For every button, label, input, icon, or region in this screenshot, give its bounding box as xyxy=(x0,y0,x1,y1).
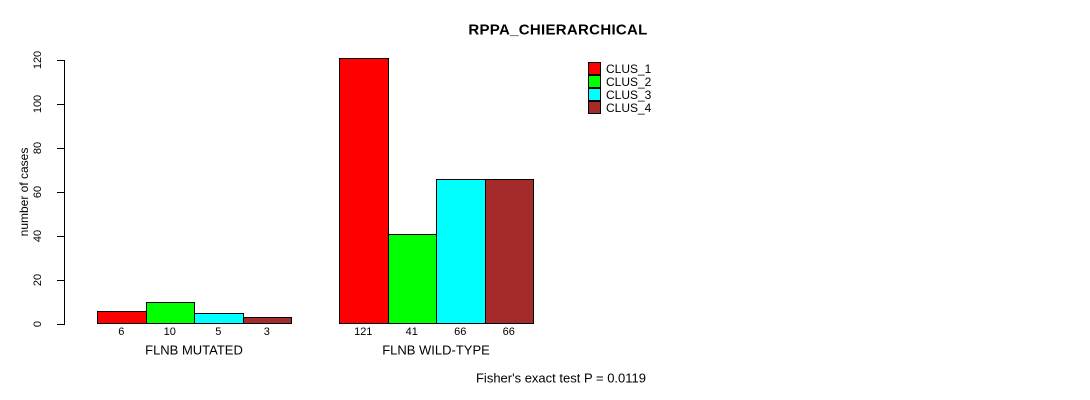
y-axis-tick xyxy=(57,104,64,105)
legend-item: CLUS_4 xyxy=(588,100,652,115)
y-axis-tick-label: 120 xyxy=(32,50,44,70)
legend-item: CLUS_2 xyxy=(588,74,652,89)
chart-title: RPPA_CHIERARCHICAL xyxy=(468,21,648,39)
bar-clus-1-flnb-wild-type xyxy=(339,57,389,324)
y-axis-line xyxy=(64,60,65,325)
legend-color-swatch xyxy=(588,75,601,88)
bar-value-label: 5 xyxy=(215,326,222,338)
bar-clus-2-flnb-wild-type xyxy=(387,233,437,324)
legend-item-label: CLUS_4 xyxy=(606,100,652,115)
legend-item-label: CLUS_3 xyxy=(606,87,652,102)
legend-color-swatch xyxy=(588,88,601,101)
y-axis-tick xyxy=(57,324,64,325)
bar-value-label: 66 xyxy=(454,326,467,338)
y-axis-tick-label: 20 xyxy=(32,273,44,287)
legend-color-swatch xyxy=(588,101,601,114)
y-axis-tick-label: 100 xyxy=(32,94,44,114)
bar-value-label: 3 xyxy=(263,326,270,338)
x-axis-group-label: FLNB WILD-TYPE xyxy=(382,342,490,358)
y-axis-tick xyxy=(57,60,64,61)
bar-clus-1-flnb-mutated xyxy=(97,310,147,324)
bar-value-label: 41 xyxy=(405,326,418,338)
fisher-test-annotation: Fisher's exact test P = 0.0119 xyxy=(475,370,647,386)
y-axis-tick xyxy=(57,236,64,237)
legend: CLUS_1 CLUS_2 CLUS_3 CLUS_4 xyxy=(588,61,652,115)
y-axis-tick xyxy=(57,280,64,281)
bar-value-label: 121 xyxy=(354,326,373,338)
bar-clus-4-flnb-mutated xyxy=(242,317,292,324)
bar-clus-2-flnb-mutated xyxy=(145,302,195,324)
legend-item: CLUS_1 xyxy=(588,61,652,76)
y-axis-tick-label: 40 xyxy=(32,229,44,243)
x-axis-group-label: FLNB MUTATED xyxy=(145,342,243,358)
legend-item-label: CLUS_1 xyxy=(606,61,652,76)
y-axis-tick-label: 60 xyxy=(32,185,44,199)
bar-value-label: 66 xyxy=(502,326,515,338)
bar-value-label: 6 xyxy=(118,326,125,338)
bar-value-label: 10 xyxy=(163,326,176,338)
y-axis-tick-label: 80 xyxy=(32,141,44,155)
bar-clus-3-flnb-mutated xyxy=(194,313,244,324)
y-axis-tick-label: 0 xyxy=(32,320,44,328)
legend-item-label: CLUS_2 xyxy=(606,74,652,89)
y-axis-tick xyxy=(57,148,64,149)
y-axis-tick xyxy=(57,192,64,193)
bar-clus-4-flnb-wild-type xyxy=(484,178,534,324)
legend-color-swatch xyxy=(588,62,601,75)
bar-clus-3-flnb-wild-type xyxy=(436,178,486,324)
legend-item: CLUS_3 xyxy=(588,87,652,102)
y-axis-label: number of cases xyxy=(17,147,31,237)
